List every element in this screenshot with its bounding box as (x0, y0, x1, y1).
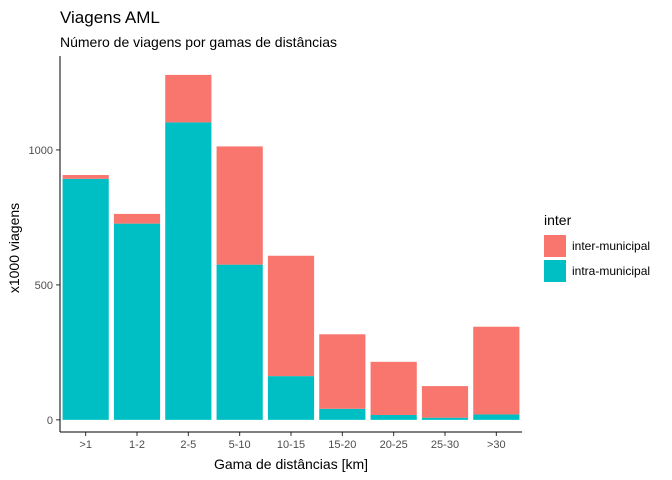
x-tick-label: >30 (487, 439, 506, 451)
x-tick-label: 15-20 (328, 439, 356, 451)
bar-inter-municipal-2-5 (165, 74, 212, 123)
x-tick-label: 1-2 (129, 439, 145, 451)
bar-intra-municipal-15-20 (319, 408, 366, 420)
bar-intra-municipal-5-10 (216, 264, 263, 420)
x-tick-label: 10-15 (277, 439, 305, 451)
x-tick-label: >1 (79, 439, 92, 451)
x-axis-label: Gama de distâncias [km] (213, 456, 369, 472)
bar-intra-municipal-25-30 (421, 417, 469, 420)
legend-label-inter-municipal: inter-municipal (572, 239, 651, 253)
bar-intra-municipal->30 (473, 414, 520, 420)
legend-item-intra-municipal: intra-municipal (544, 259, 650, 283)
y-tick-label: 1000 (29, 145, 53, 157)
bar-inter-municipal-5-10 (216, 146, 263, 265)
bar-intra-municipal-2-5 (165, 122, 212, 420)
x-tick-label: 2-5 (180, 439, 196, 451)
bar-intra-municipal-20-25 (370, 414, 417, 420)
x-tick-label: 25-30 (431, 439, 459, 451)
bar-inter-municipal-20-25 (370, 361, 417, 415)
x-tick-label: 20-25 (380, 439, 408, 451)
y-tick-label: 500 (35, 280, 53, 292)
legend-swatch-inter-municipal (544, 235, 566, 257)
bar-inter-municipal->30 (473, 326, 520, 415)
legend-swatch-intra-municipal (544, 260, 566, 282)
bar-inter-municipal-10-15 (267, 255, 315, 377)
y-axis-label: x1000 viagens (6, 202, 22, 294)
legend: inter inter-municipal intra-municipal (544, 212, 650, 284)
bar-inter-municipal-25-30 (421, 386, 469, 418)
bar-intra-municipal->1 (62, 178, 109, 420)
bar-intra-municipal-1-2 (113, 223, 161, 420)
x-tick-label: 5-10 (229, 439, 251, 451)
bars-layer (62, 74, 520, 420)
bar-inter-municipal-15-20 (319, 334, 366, 409)
chart-title: Viagens AML (60, 8, 160, 27)
axes-layer: >1 1-2 2-5 5-10 10-15 15-20 20-25 25-30 >30 0 500 1… (29, 56, 522, 451)
bar-inter-municipal->1 (62, 175, 109, 179)
bar-intra-municipal-10-15 (267, 376, 315, 420)
legend-item-inter-municipal: inter-municipal (544, 234, 650, 258)
y-tick-label: 0 (47, 415, 53, 427)
bar-inter-municipal-1-2 (113, 213, 161, 224)
legend-label-intra-municipal: intra-municipal (572, 264, 651, 278)
chart-subtitle: Número de viagens por gamas de distância… (60, 34, 338, 50)
legend-title: inter (544, 212, 572, 228)
